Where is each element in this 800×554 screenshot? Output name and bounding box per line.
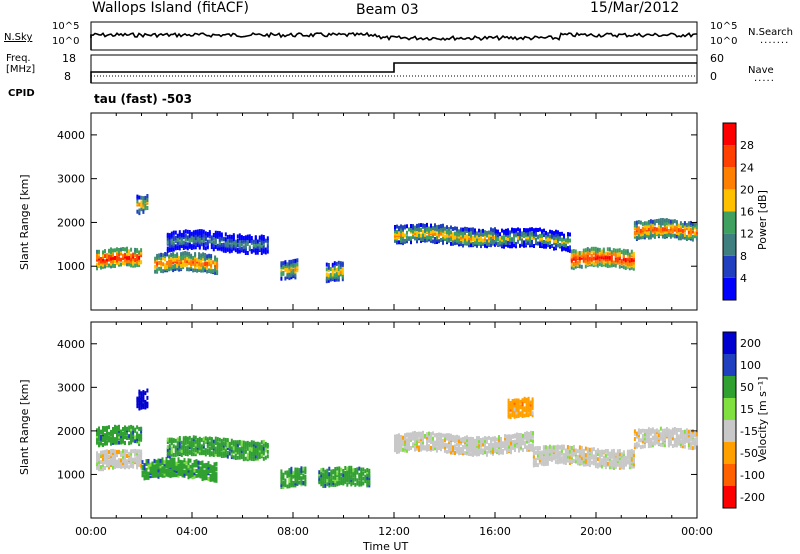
velocity-colorbar-tick-2: -50	[740, 447, 758, 460]
velocity-echo-band-10	[633, 426, 698, 451]
velocity-ytick-label-0: 1000	[57, 468, 85, 481]
velocity-colorbar-seg-7	[723, 332, 736, 354]
power-colorbar-seg-3	[723, 211, 736, 234]
freq-panel-frame	[90, 54, 698, 84]
x-tick-label-0: 00:00	[75, 525, 107, 538]
freq-tick-bottom: 8	[64, 70, 71, 83]
nave-line-key: ·····	[754, 76, 775, 87]
power-echo-band-1	[136, 194, 149, 216]
velocity-colorbar-tick-5: 50	[740, 381, 754, 394]
power-colorbar-tick-4: 20	[740, 183, 754, 196]
velocity-echo-band-9	[532, 444, 635, 470]
velocity-ytick-label-2: 3000	[57, 381, 85, 394]
power-ytick-label-0: 1000	[57, 260, 85, 273]
nave-tick-bottom: 0	[710, 70, 717, 83]
velocity-colorbar-tick-6: 100	[740, 359, 761, 372]
velocity-echo-band-1	[96, 424, 143, 448]
velocity-panel-frame	[90, 321, 698, 519]
power-echo-band-4	[280, 258, 299, 281]
velocity-colorbar-seg-5	[723, 376, 736, 398]
power-echo-band-5	[325, 260, 344, 284]
x-axis-label: Time UT	[363, 540, 409, 553]
power-colorbar-seg-6	[723, 145, 736, 168]
power-colorbar-seg-7	[723, 123, 736, 146]
power-panel-frame	[90, 112, 698, 311]
cpid-value: tau (fast) -503	[94, 92, 192, 106]
nsearch-tick-top: 10^5	[710, 21, 738, 32]
power-echo-band-8	[570, 246, 635, 271]
velocity-colorbar-seg-3	[723, 420, 736, 442]
x-tick-label-6: 00:00	[681, 525, 713, 538]
power-colorbar-tick-2: 12	[740, 228, 754, 241]
station-title: Wallops Island (fitACF)	[92, 0, 249, 16]
power-echo-band-2	[154, 251, 219, 276]
velocity-echo-band-6	[318, 465, 371, 488]
x-tick-label-5: 20:00	[580, 525, 612, 538]
x-tick-label-1: 04:00	[176, 525, 208, 538]
power-ytick-label-3: 4000	[57, 129, 85, 142]
power-echo-band-0	[96, 246, 143, 271]
power-ytick-label-2: 3000	[57, 173, 85, 186]
power-colorbar-tick-5: 24	[740, 161, 754, 174]
power-colorbar-seg-1	[723, 255, 736, 278]
velocity-colorbar-tick-4: 15	[740, 403, 754, 416]
beam-title: Beam 03	[356, 2, 419, 18]
power-colorbar-tick-6: 28	[740, 139, 754, 152]
velocity-echo-band-5	[280, 466, 307, 489]
power-echo-band-7	[495, 227, 571, 253]
power-colorbar-seg-5	[723, 167, 736, 190]
velocity-colorbar-seg-6	[723, 354, 736, 376]
velocity-colorbar-seg-1	[723, 464, 736, 486]
velocity-ytick-label-3: 4000	[57, 338, 85, 351]
power-ytick-label-1: 2000	[57, 216, 85, 229]
velocity-colorbar-tick-0: -200	[740, 491, 765, 504]
velocity-echo-band-0	[96, 448, 143, 472]
velocity-echo-band-7	[394, 430, 534, 457]
nsearch-tick-bottom: 10^0	[710, 36, 738, 47]
date-title: 15/Mar/2012	[590, 0, 680, 16]
nsky-label: N.Sky	[4, 32, 33, 43]
velocity-echo-band-4	[166, 435, 269, 462]
nsearch-label: N.Search	[748, 27, 794, 38]
velocity-colorbar-tick-3: -15	[740, 425, 758, 438]
freq-label: Freq.	[6, 53, 31, 64]
velocity-echo-band-2	[136, 388, 149, 411]
velocity-colorbar-tick-1: -100	[740, 469, 765, 482]
freq-unit: [MHz]	[6, 64, 36, 75]
velocity-colorbar-seg-2	[723, 442, 736, 464]
power-echo-band-3	[166, 229, 269, 255]
nsearch-line-key: ·······	[760, 38, 790, 49]
power-colorbar-tick-1: 8	[740, 250, 747, 263]
velocity-colorbar-seg-4	[723, 398, 736, 420]
power-echo-band-9	[633, 218, 698, 242]
velocity-ytick-label-1: 2000	[57, 425, 85, 438]
freq-tick-top: 18	[62, 52, 76, 65]
nsky-line	[90, 31, 697, 42]
x-tick-label-4: 16:00	[479, 525, 511, 538]
x-tick-label-3: 12:00	[378, 525, 410, 538]
nave-label: Nave	[748, 65, 774, 76]
nsky-tick-bottom: 10^0	[52, 36, 80, 47]
velocity-colorbar-tick-7: 200	[740, 337, 761, 350]
power-colorbar-tick-3: 16	[740, 206, 754, 219]
x-tick-label-2: 08:00	[277, 525, 309, 538]
power-colorbar-frame	[722, 122, 737, 301]
power-colorbar-seg-2	[723, 233, 736, 256]
cpid-label: CPID	[8, 88, 35, 99]
power-echo-band-6	[394, 222, 496, 249]
power-colorbar-seg-0	[723, 277, 736, 300]
power-colorbar-seg-4	[723, 189, 736, 212]
velocity-colorbar-frame	[722, 331, 737, 509]
nsky-tick-top: 10^5	[52, 21, 80, 32]
velocity-echo-band-8	[507, 396, 534, 419]
power-colorbar-tick-0: 4	[740, 272, 747, 285]
velocity-echo-band-3	[141, 456, 218, 483]
nave-tick-top: 60	[710, 52, 724, 65]
velocity-colorbar-seg-0	[723, 486, 736, 508]
freq-line	[90, 62, 697, 83]
